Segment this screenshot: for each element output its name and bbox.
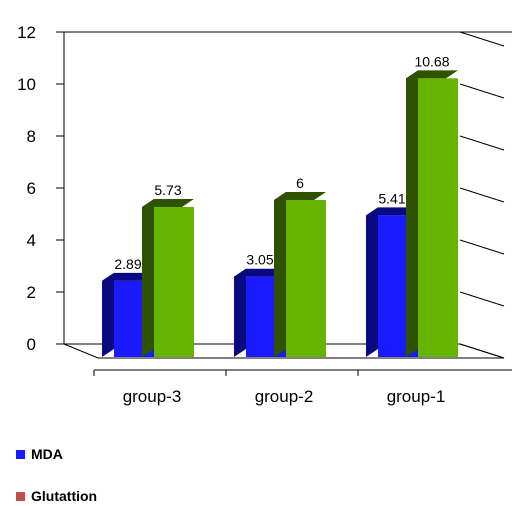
bar-mda-group-1-top (366, 207, 418, 216)
legend-label-mda: MDA (31, 446, 63, 462)
data-label-mda-group-2: 3.05 (246, 252, 273, 268)
side-wall-line (459, 187, 505, 203)
side-wall-line (459, 343, 505, 359)
data-label-mda-group-3: 2.89 (114, 256, 141, 272)
bar-glutattion-group-3-side (142, 199, 154, 357)
bar-glutattion-group-3-top (142, 199, 194, 208)
y-tick-label: 4 (27, 231, 36, 250)
x-axis-ticks: group-3 group-2 group-1 (93, 369, 512, 406)
y-tick-label: 0 (27, 335, 36, 354)
data-label-mda-group-1: 5.41 (378, 190, 405, 206)
data-label-glutattion-group-2: 6 (296, 175, 304, 191)
legend-label-glutattion: Glutattion (31, 488, 98, 504)
y-tick-label: 6 (27, 179, 36, 198)
bars (102, 70, 458, 357)
y-tick-label: 8 (27, 127, 36, 146)
bar-mda-group-3-side (102, 272, 114, 357)
side-wall-line (459, 83, 505, 99)
bar-glutattion-group-2-side (274, 192, 286, 357)
legend-swatch-mda (16, 449, 25, 459)
legend-swatch-glutattion (16, 491, 25, 501)
legend-item-mda: MDA (16, 446, 63, 462)
bar-glutattion-group-2 (286, 200, 326, 357)
y-tick-label: 10 (17, 75, 36, 94)
bar-glutattion-group-2-top (274, 192, 326, 200)
bar-mda-group-2-side (234, 268, 246, 357)
side-wall-line (459, 135, 505, 151)
bar-mda-group-1-side (366, 207, 378, 357)
bar-glutattion-group-1-side (406, 70, 418, 357)
bar-mda-group-3-top (102, 272, 154, 281)
side-wall-line (459, 31, 505, 47)
data-label-glutattion-group-1: 10.68 (414, 53, 449, 69)
x-tick-label: group-2 (255, 387, 314, 406)
y-tick-label: 12 (17, 23, 36, 42)
side-wall-line (459, 291, 505, 307)
x-tick-label: group-3 (123, 387, 182, 406)
bar-glutattion-group-1 (418, 78, 458, 357)
side-wall-line (459, 239, 505, 255)
y-axis-ticks: 0 2 4 6 8 10 12 (17, 23, 64, 354)
bar-glutattion-group-1-top (406, 70, 458, 79)
data-label-glutattion-group-3: 5.73 (154, 182, 181, 198)
y-tick-label: 2 (27, 283, 36, 302)
chart-area: 0 2 4 6 8 10 12 group-3 group-2 group-1 2.89 5.73… (17, 23, 512, 406)
bar-mda-group-2-top (234, 268, 286, 277)
bar-glutattion-group-3 (154, 207, 194, 357)
x-tick-label: group-1 (387, 387, 446, 406)
data-labels: 2.89 5.73 3.05 6 5.41 10.68 (114, 53, 449, 272)
legend-item-glutattion: Glutattion (16, 488, 97, 504)
